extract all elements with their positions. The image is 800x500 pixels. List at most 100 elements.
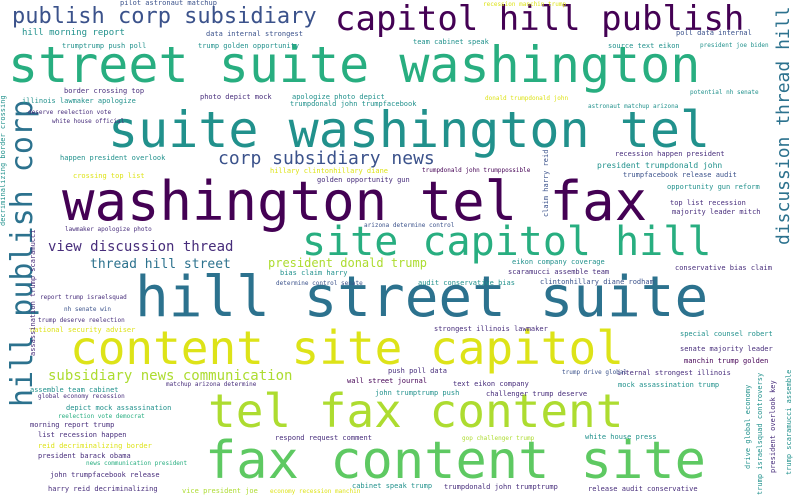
cloud-word: hillary clintonhillary diane [270, 167, 389, 175]
cloud-word: report trump israelsquad [40, 294, 127, 301]
cloud-word: lawmaker apologize photo [65, 226, 152, 233]
cloud-word: nh senate win [64, 306, 111, 313]
cloud-word: strongest illinois lawmaker [434, 325, 548, 333]
cloud-word: deserve reelection vote [28, 109, 112, 116]
cloud-word: gop challenger trump [462, 435, 535, 442]
cloud-word: assemble team cabinet [30, 386, 119, 394]
cloud-word: majority leader mitch [672, 208, 761, 216]
cloud-word: economy recession manchin [270, 488, 361, 495]
cloud-word: vice president joe [182, 487, 258, 495]
cloud-word: trumpdonald john trumpfacebook [290, 100, 417, 108]
cloud-word: list recession happen [38, 431, 127, 439]
cloud-word: john trumpfacebook release [50, 471, 160, 479]
cloud-word: poll data internal [676, 29, 752, 37]
cloud-word: thread hill street [90, 257, 231, 272]
cloud-word: depict mock assassination [66, 404, 172, 412]
cloud-word: trumpdonald john trumppossible [422, 167, 531, 174]
cloud-word: capitol hill publish [335, 0, 745, 39]
cloud-word: reid decriminalizing border [38, 442, 152, 450]
cloud-word: respond request comment [275, 434, 372, 442]
cloud-word: tel fax content [208, 384, 624, 438]
cloud-word: view discussion thread [48, 239, 234, 255]
cloud-word: golden opportunity gun [317, 176, 410, 184]
cloud-word: trump drive global [562, 369, 628, 376]
cloud-word: subsidiary news communication [48, 368, 293, 384]
cloud-word: recession happen president [615, 150, 725, 158]
cloud-word: release audit conservative [588, 485, 698, 493]
cloud-word: border crossing top [64, 87, 145, 95]
cloud-word: audit conservative bias [418, 279, 515, 287]
cloud-word: global economy recession [38, 393, 125, 400]
cloud-word: president joe biden [700, 42, 769, 49]
cloud-word: potential nh senate [690, 89, 759, 96]
cloud-word: eikon company coverage [512, 258, 605, 266]
cloud-word: senate majority leader [680, 345, 773, 353]
cloud-word: crossing top list [73, 172, 145, 180]
cloud-word: trumptrump push poll [62, 42, 147, 50]
cloud-word: site capitol hill [302, 219, 712, 265]
cloud-word: push poll data [388, 367, 448, 375]
cloud-word: pilot astronaut matchup [120, 0, 217, 7]
cloud-word: wall street journal [347, 377, 428, 385]
cloud-word: white house official [52, 118, 125, 125]
cloud-word: matchup arizona determine [166, 381, 257, 388]
cloud-word: bias claim harry [280, 269, 348, 277]
cloud-word: street suite washington [8, 36, 701, 94]
cloud-word: drive global economy [744, 385, 752, 470]
cloud-word: arizona determine control [364, 222, 455, 229]
cloud-word: apologize photo depict [292, 93, 385, 101]
cloud-word: john trumptrump push [375, 389, 460, 397]
cloud-word: president donald trump [268, 256, 427, 270]
cloud-word: discussion thread hill [773, 6, 794, 245]
cloud-word: trump deserve reelection [38, 317, 125, 324]
cloud-word: illinois lawmaker apologize [22, 97, 136, 105]
cloud-word: morning report trump [30, 421, 115, 429]
cloud-word: opportunity gun reform [667, 183, 760, 191]
cloud-word: president overlook key [769, 380, 777, 473]
cloud-word: assassination trump scaramucci [29, 230, 37, 357]
cloud-word: trumpdonald john trumptrump [444, 483, 558, 491]
cloud-word: fax content site [205, 431, 706, 491]
cloud-word: claim harry reid [542, 150, 550, 218]
cloud-word: trump israelsquad controversy [756, 372, 764, 495]
cloud-word: news communication president [86, 460, 188, 467]
cloud-word: determine control senate [276, 280, 363, 287]
cloud-word: internal strongest illinois [617, 369, 731, 377]
cloud-word: clintonhillary diane rodham [540, 278, 654, 286]
cloud-word: special counsel robert [680, 330, 773, 338]
cloud-word: white house press [585, 433, 657, 441]
cloud-word: source text eikon [608, 42, 680, 50]
cloud-word: harry reid decriminalizing [48, 485, 158, 493]
cloud-word: text eikon company [453, 380, 529, 388]
cloud-word: president barack obama [38, 452, 131, 460]
cloud-word: happen president overlook [60, 154, 166, 162]
cloud-word: donald trumpdonald john [485, 95, 569, 102]
cloud-word: conservative bias claim [675, 264, 772, 272]
cloud-word: corp subsidiary news [218, 148, 435, 169]
cloud-word: trumpfacebook release audit [623, 171, 737, 179]
cloud-word: suite washington tel [108, 101, 711, 159]
cloud-word: cabinet speak trump [352, 482, 433, 490]
cloud-word: challenger trump deserve [486, 390, 588, 398]
cloud-word: astronaut matchup arizona [588, 103, 679, 110]
cloud-word: top list recession [670, 199, 746, 207]
cloud-word: content site capitol [70, 321, 624, 375]
cloud-word: mock assassination trump [618, 381, 720, 389]
cloud-word: team cabinet speak [413, 38, 489, 46]
cloud-word: recession manchin trump [483, 1, 567, 8]
cloud-word: scaramucci assemble team [508, 268, 610, 276]
cloud-word: trump scaramucci assemble [785, 370, 793, 476]
cloud-word: publish corp subsidiary [12, 4, 317, 29]
cloud-word: manchin trump golden [684, 357, 769, 365]
cloud-word: washington tel fax [62, 170, 648, 233]
cloud-word: decriminalizing border crossing [0, 95, 7, 226]
cloud-word: hill morning report [22, 28, 125, 38]
cloud-word: trump golden opportunity [198, 42, 300, 50]
cloud-word: president trumpdonald john [597, 161, 723, 170]
cloud-word: national security adviser [30, 326, 136, 334]
cloud-word: hill street suite [135, 265, 709, 330]
cloud-word: photo depict mock [200, 93, 272, 101]
cloud-word: data internal strongest [206, 30, 303, 38]
cloud-word: reelection vote democrat [58, 413, 145, 420]
